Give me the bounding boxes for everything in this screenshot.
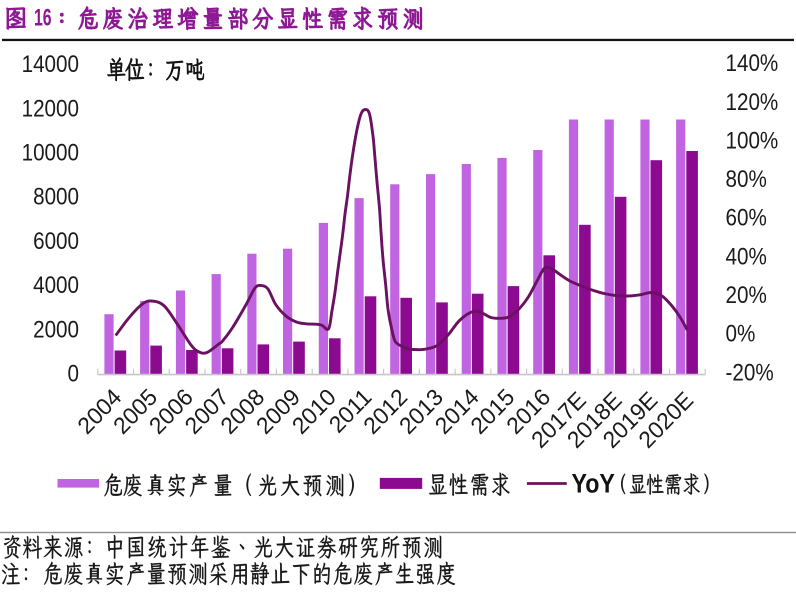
svg-text:16: 16 bbox=[34, 5, 52, 31]
svg-text:80%: 80% bbox=[726, 166, 767, 193]
svg-text:40%: 40% bbox=[726, 243, 767, 270]
svg-text:120%: 120% bbox=[726, 88, 779, 115]
svg-text:60%: 60% bbox=[726, 204, 767, 231]
svg-text:100%: 100% bbox=[726, 127, 779, 154]
svg-text:0: 0 bbox=[68, 360, 79, 387]
svg-text:8000: 8000 bbox=[33, 183, 79, 210]
svg-text:14000: 14000 bbox=[22, 51, 79, 78]
svg-text:-20%: -20% bbox=[726, 359, 774, 386]
svg-text:0%: 0% bbox=[726, 320, 756, 347]
svg-text:12000: 12000 bbox=[22, 95, 79, 122]
svg-text:YoY: YoY bbox=[572, 469, 616, 499]
svg-text:6000: 6000 bbox=[33, 227, 79, 254]
svg-text:10000: 10000 bbox=[22, 139, 79, 166]
svg-text:140%: 140% bbox=[726, 50, 779, 77]
svg-text:20%: 20% bbox=[726, 282, 767, 309]
svg-text:4000: 4000 bbox=[33, 272, 79, 299]
svg-text:2000: 2000 bbox=[33, 316, 79, 343]
